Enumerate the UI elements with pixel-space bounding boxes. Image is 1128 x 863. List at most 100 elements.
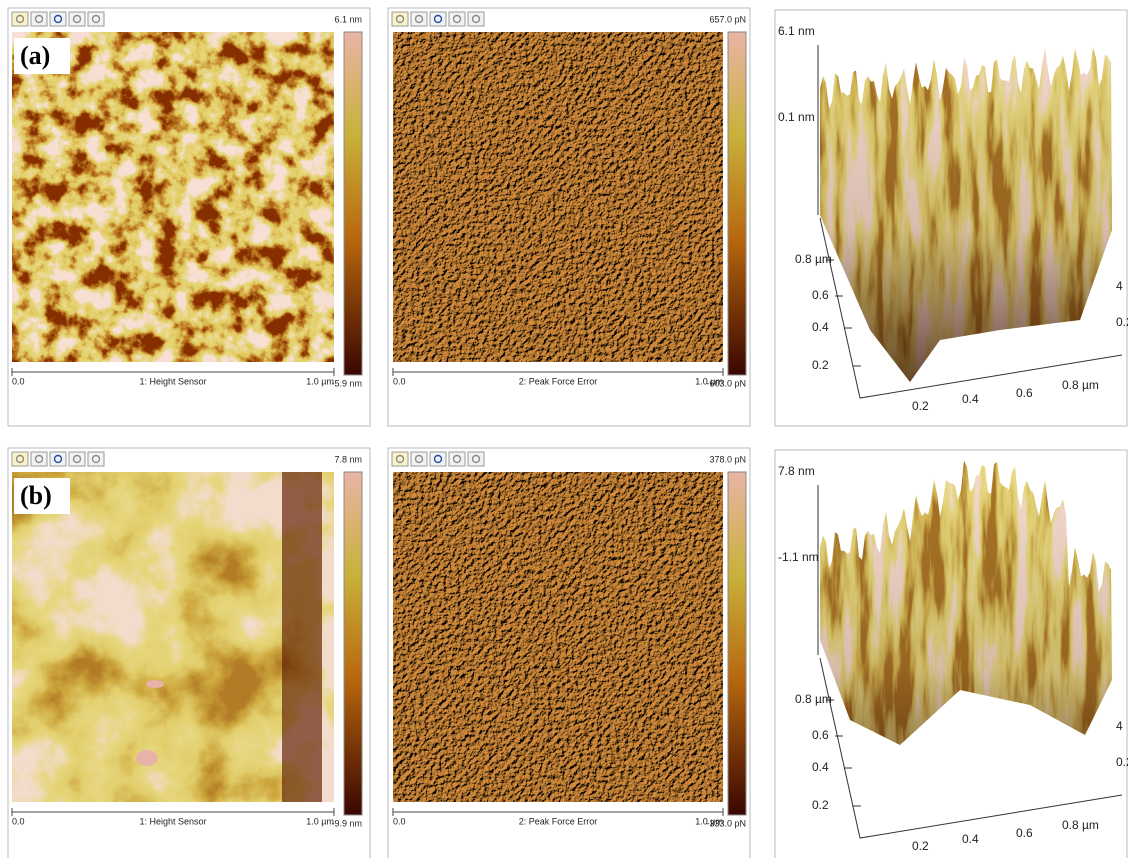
y-tick-label: 0.4 [812, 320, 829, 334]
x-tick-label: 0.6 [1016, 826, 1033, 840]
toolbar-icon [395, 14, 405, 24]
toolbar-button[interactable] [391, 451, 409, 467]
scale-max: 7.8 nm [334, 454, 362, 464]
toolbar-icon [452, 454, 462, 464]
x-tick-label: 0.4 [962, 832, 979, 846]
x-end-label: 1.0 µm [695, 816, 723, 826]
channel-label: 2: Peak Force Error [519, 376, 598, 386]
toolbar-icon [34, 14, 44, 24]
y-tick-label: 0.8 µm [795, 692, 832, 706]
channel-label: 1: Height Sensor [139, 816, 206, 826]
panel-label-box [14, 478, 70, 514]
floor-axes [819, 657, 1123, 839]
scale-min: -603.0 pN [706, 378, 746, 388]
height-image [12, 32, 334, 362]
scale-min: -5.9 nm [331, 378, 362, 388]
panel-label: (b) [20, 481, 52, 510]
toolbar-icon [53, 14, 63, 24]
x-tick-label: 0.6 [1016, 386, 1033, 400]
right-tick-label: 0.2 [1116, 315, 1128, 329]
toolbar-icon [433, 14, 443, 24]
toolbar-button[interactable] [87, 11, 105, 27]
z-max: 6.1 nm [778, 24, 815, 38]
scale-min: -333.0 pN [706, 818, 746, 828]
toolbar-button[interactable] [30, 451, 48, 467]
toolbar-button[interactable] [410, 11, 428, 27]
height-image [12, 472, 334, 802]
right-tick-label: 4 [1116, 719, 1123, 733]
x-tick-label: 0.2 [912, 399, 929, 413]
x-end-label: 1.0 µm [306, 816, 334, 826]
toolbar-icon [414, 14, 424, 24]
peak-force-image [393, 472, 723, 802]
right-tick-label: 4 [1116, 279, 1123, 293]
y-tick-label: 0.8 µm [795, 252, 832, 266]
toolbar-button[interactable] [11, 451, 29, 467]
toolbar-icon [53, 454, 63, 464]
x-end-label: 1.0 µm [695, 376, 723, 386]
particle [146, 680, 164, 688]
toolbar-icon [452, 14, 462, 24]
toolbar-icon [91, 14, 101, 24]
toolbar-button[interactable] [429, 451, 447, 467]
x-tick-label: 0.4 [962, 392, 979, 406]
toolbar-button[interactable] [30, 11, 48, 27]
colorbar [343, 471, 363, 816]
toolbar-icon [72, 14, 82, 24]
scale-min: -9.9 nm [331, 818, 362, 828]
toolbar-button[interactable] [87, 451, 105, 467]
toolbar-icon [395, 454, 405, 464]
toolbar-button[interactable] [429, 11, 447, 27]
scale-max: 378.0 pN [709, 454, 746, 464]
toolbar-button[interactable] [391, 11, 409, 27]
toolbar-icon [433, 454, 443, 464]
x-start-label: 0.0 [12, 376, 25, 386]
surface [820, 460, 1112, 745]
x-tick-label: 0.8 µm [1062, 818, 1099, 832]
toolbar-button[interactable] [467, 11, 485, 27]
toolbar-icon [91, 454, 101, 464]
panel-label-box [14, 38, 70, 74]
toolbar-button[interactable] [448, 451, 466, 467]
colorbar [343, 31, 363, 376]
toolbar-button[interactable] [11, 11, 29, 27]
toolbar-icon [15, 14, 25, 24]
toolbar-button[interactable] [49, 451, 67, 467]
toolbar-icon [471, 14, 481, 24]
x-start-label: 0.0 [393, 376, 406, 386]
z-max: 7.8 nm [778, 464, 815, 478]
toolbar-icon [72, 454, 82, 464]
z-mid: 0.1 nm [778, 110, 815, 124]
toolbar-button[interactable] [68, 451, 86, 467]
particle [136, 750, 158, 766]
x-tick-label: 0.8 µm [1062, 378, 1099, 392]
peak-force-image [393, 32, 723, 362]
toolbar-button[interactable] [49, 11, 67, 27]
y-tick-label: 0.2 [812, 798, 829, 812]
toolbar-icon [471, 454, 481, 464]
colorbar [727, 471, 747, 816]
toolbar-button[interactable] [467, 451, 485, 467]
scale-max: 657.0 pN [709, 14, 746, 24]
floor-axes [819, 217, 1123, 399]
colorbar [727, 31, 747, 376]
toolbar-icon [414, 454, 424, 464]
y-tick-label: 0.2 [812, 358, 829, 372]
channel-label: 2: Peak Force Error [519, 816, 598, 826]
channel-label: 1: Height Sensor [139, 376, 206, 386]
toolbar-icon [34, 454, 44, 464]
x-start-label: 0.0 [12, 816, 25, 826]
x-end-label: 1.0 µm [306, 376, 334, 386]
panel-label: (a) [20, 41, 50, 70]
y-tick-label: 0.4 [812, 760, 829, 774]
y-tick-label: 0.6 [812, 288, 829, 302]
x-tick-label: 0.2 [912, 839, 929, 853]
right-tick-label: 0.2 [1116, 755, 1128, 769]
scale-max: 6.1 nm [334, 14, 362, 24]
x-start-label: 0.0 [393, 816, 406, 826]
toolbar-icon [15, 454, 25, 464]
toolbar-button[interactable] [448, 11, 466, 27]
toolbar-button[interactable] [68, 11, 86, 27]
toolbar-button[interactable] [410, 451, 428, 467]
